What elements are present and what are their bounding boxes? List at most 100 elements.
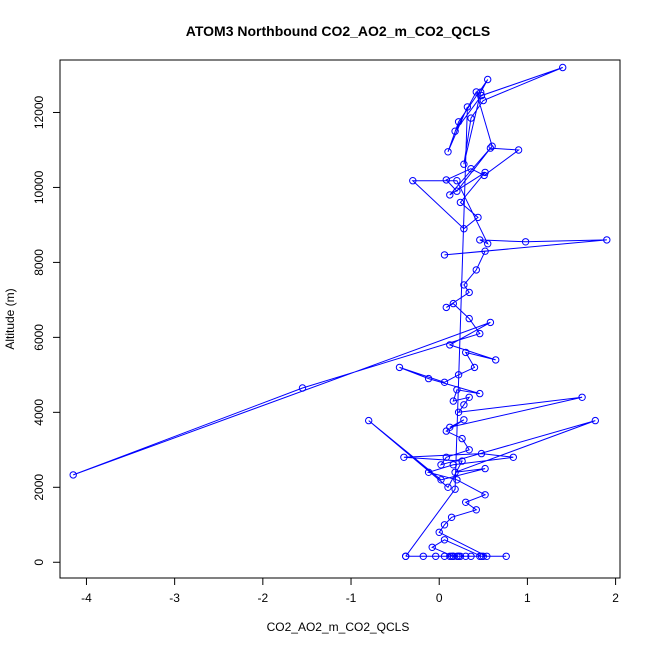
data-point xyxy=(440,378,449,386)
data-point xyxy=(451,485,459,493)
data-point xyxy=(476,389,484,398)
data-point xyxy=(454,408,463,416)
data-point xyxy=(451,468,459,476)
data-point xyxy=(442,303,450,312)
data-point xyxy=(462,552,470,560)
data-point xyxy=(444,148,452,156)
data-point xyxy=(472,88,480,96)
data-point xyxy=(467,165,475,173)
data-point xyxy=(460,416,468,424)
data-point xyxy=(454,118,463,126)
x-axis: -4 -3 -2 -1 0 1 2 xyxy=(81,578,619,605)
data-point xyxy=(492,356,500,364)
data-point xyxy=(476,552,484,560)
data-point xyxy=(454,371,463,379)
data-point xyxy=(483,552,491,560)
y-tick-label: 0 xyxy=(32,559,46,566)
data-point xyxy=(477,88,485,96)
data-point xyxy=(444,483,452,491)
data-point xyxy=(521,238,530,246)
data-point xyxy=(453,476,461,484)
chart-title: ATOM3 Northbound CO2_AO2_m_CO2_QCLS xyxy=(186,23,490,39)
data-point xyxy=(477,91,486,100)
data-point xyxy=(460,401,468,409)
data-point xyxy=(484,240,492,248)
data-point xyxy=(449,299,457,308)
data-point xyxy=(424,374,433,383)
data-point xyxy=(428,543,436,551)
x-tick-label: -2 xyxy=(257,591,268,605)
x-axis-label: CO2_AO2_m_CO2_QCLS xyxy=(267,620,410,634)
data-point xyxy=(365,416,373,425)
data-point xyxy=(453,187,461,195)
data-point xyxy=(442,176,450,184)
data-point xyxy=(453,177,461,185)
y-tick-label: 4000 xyxy=(32,399,46,426)
y-axis: 0 2000 4000 6000 8000 10000 12000 xyxy=(32,95,60,566)
y-tick-label: 2000 xyxy=(32,474,46,501)
data-point xyxy=(514,146,523,154)
data-point xyxy=(462,498,470,506)
x-tick-label: 2 xyxy=(612,591,619,605)
data-point xyxy=(400,453,408,461)
data-point xyxy=(298,384,307,392)
data-point xyxy=(442,453,450,461)
data-point xyxy=(456,198,465,207)
data-point xyxy=(449,552,457,560)
data-point xyxy=(437,476,445,484)
data-point xyxy=(446,341,454,349)
data-point xyxy=(479,96,487,105)
data-point xyxy=(509,453,517,461)
data-point xyxy=(467,114,475,122)
data-point xyxy=(467,552,475,560)
data-point xyxy=(453,386,461,394)
data-point xyxy=(603,236,611,244)
x-tick-label: 1 xyxy=(524,591,531,605)
data-point xyxy=(488,142,496,150)
plot-frame xyxy=(59,59,621,579)
data-point xyxy=(477,449,486,458)
x-tick-label: -4 xyxy=(81,591,92,605)
data-point xyxy=(440,552,449,560)
data-point xyxy=(479,552,487,560)
data-point xyxy=(476,236,484,244)
data-point xyxy=(460,281,468,289)
data-point xyxy=(465,393,473,401)
data-point xyxy=(474,213,482,222)
x-tick-label: -1 xyxy=(346,591,357,605)
data-point xyxy=(591,416,599,425)
data-point xyxy=(402,552,410,560)
data-point xyxy=(458,457,466,465)
data-point xyxy=(435,528,443,536)
data-point xyxy=(465,314,473,323)
data-point xyxy=(69,471,77,479)
series-line xyxy=(73,67,607,557)
x-tick-label: 0 xyxy=(436,591,443,605)
data-point xyxy=(481,464,489,473)
y-tick-label: 8000 xyxy=(32,249,46,276)
data-point xyxy=(424,468,433,476)
data-point xyxy=(440,251,449,259)
data-point xyxy=(437,461,445,469)
data-point xyxy=(465,288,473,297)
data-point xyxy=(462,348,470,357)
data-point xyxy=(559,63,567,72)
data-point xyxy=(472,266,480,274)
data-point xyxy=(472,506,480,514)
data-point xyxy=(432,552,440,560)
data-point xyxy=(460,225,468,233)
x-tick-label: -3 xyxy=(169,591,180,605)
y-axis-label: Altitude (m) xyxy=(3,288,17,349)
data-point xyxy=(481,491,489,499)
data-point xyxy=(476,329,484,338)
data-point xyxy=(484,75,492,84)
y-tick-label: 6000 xyxy=(32,324,46,351)
data-point xyxy=(395,363,404,372)
data-point xyxy=(502,552,510,560)
data-point xyxy=(460,160,468,168)
data-point xyxy=(486,144,495,152)
data-point xyxy=(449,397,457,405)
data-point xyxy=(419,552,427,560)
